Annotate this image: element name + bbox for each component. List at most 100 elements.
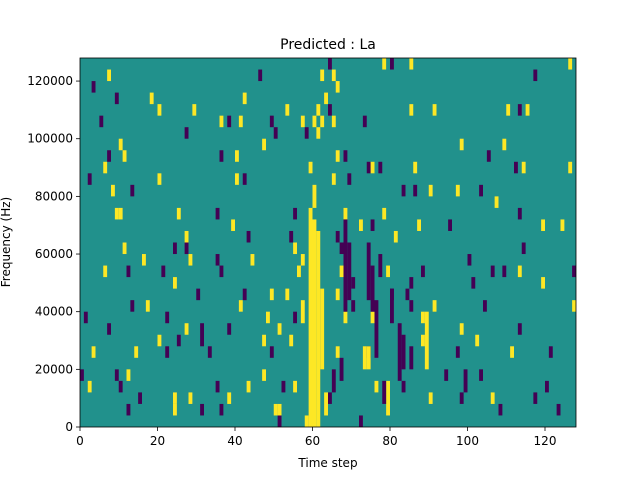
- heatmap-cell: [335, 150, 340, 162]
- heatmap-cell: [87, 380, 92, 393]
- heatmap-cell: [165, 311, 170, 324]
- heatmap-cell: [219, 115, 224, 128]
- heatmap-cell: [370, 219, 375, 231]
- heatmap-cell: [541, 219, 545, 231]
- x-tick-label: 40: [227, 434, 242, 448]
- x-tick-label: 100: [456, 434, 479, 448]
- heatmap-cell: [122, 150, 127, 162]
- heatmap-cell: [455, 184, 460, 197]
- heatmap-cell: [103, 265, 108, 278]
- heatmap-cell: [126, 265, 131, 278]
- heatmap-cell: [173, 403, 177, 416]
- heatmap-cell: [316, 127, 321, 139]
- heatmap-cell: [541, 277, 545, 289]
- heatmap-cell: [401, 184, 406, 197]
- plot-background: [80, 58, 576, 427]
- heatmap-cells: [80, 58, 576, 427]
- heatmap-cell: [390, 58, 394, 70]
- heatmap-cell-run: [339, 357, 344, 381]
- heatmap-cell: [517, 265, 522, 278]
- heatmap-cell: [142, 254, 146, 266]
- heatmap-cell: [219, 265, 224, 278]
- heatmap-cell-run: [401, 334, 406, 370]
- heatmap-cell: [366, 161, 371, 174]
- heatmap-cell: [293, 207, 297, 220]
- heatmap-cell-run: [397, 323, 402, 381]
- heatmap-cell: [339, 265, 344, 278]
- heatmap-cell: [393, 230, 398, 243]
- heatmap-cell: [80, 369, 84, 381]
- heatmap-cell: [173, 242, 177, 255]
- y-tick-label: 0: [65, 420, 73, 434]
- heatmap-cell: [568, 161, 573, 174]
- heatmap-cell: [273, 127, 278, 139]
- heatmap-cell: [188, 254, 193, 266]
- heatmap-cell: [483, 300, 487, 312]
- x-tick-label: 20: [150, 434, 165, 448]
- heatmap-cell: [316, 104, 321, 116]
- heatmap-cell: [339, 242, 344, 255]
- heatmap-cell: [91, 346, 96, 358]
- heatmap-cell: [502, 138, 507, 151]
- heatmap-cell-run: [343, 219, 348, 312]
- heatmap-cell: [498, 403, 503, 416]
- heatmap-cell-run: [312, 184, 317, 208]
- heatmap-cell: [215, 207, 220, 220]
- heatmap-cell: [157, 173, 162, 185]
- heatmap-cell: [386, 265, 390, 278]
- heatmap-cell: [238, 115, 243, 128]
- heatmap-cell: [126, 403, 131, 416]
- heatmap-cell: [192, 104, 197, 116]
- heatmap-cell-run: [366, 242, 371, 301]
- heatmap-cell: [545, 380, 549, 393]
- y-tick-label: 120000: [27, 74, 73, 88]
- heatmap-cell: [262, 138, 266, 151]
- heatmap-cell: [351, 277, 356, 289]
- heatmap-cell: [134, 346, 139, 358]
- heatmap-cell: [184, 242, 189, 255]
- heatmap-cell-run: [424, 311, 429, 370]
- heatmap-cell: [351, 300, 356, 312]
- heatmap-cell: [114, 207, 119, 220]
- heatmap-cell-run: [378, 254, 383, 278]
- heatmap-cell-run: [463, 369, 468, 393]
- heatmap-cell: [173, 277, 177, 289]
- heatmap-cell: [471, 277, 476, 289]
- heatmap-cell: [525, 104, 530, 116]
- heatmap-cell: [219, 150, 224, 162]
- heatmap-cell: [413, 161, 418, 174]
- heatmap-cell: [196, 288, 201, 301]
- heatmap-cell: [320, 115, 325, 128]
- heatmap-cell: [262, 334, 266, 347]
- heatmap-cell-run: [331, 369, 336, 393]
- heatmap-cell: [328, 58, 332, 70]
- heatmap-cell: [122, 242, 127, 255]
- heatmap-cell: [246, 380, 251, 393]
- heatmap-cell: [459, 392, 464, 404]
- heatmap-cell: [215, 254, 220, 266]
- heatmap-cell: [157, 104, 162, 116]
- heatmap-cell: [207, 346, 212, 358]
- heatmap-cell: [312, 115, 317, 128]
- heatmap-cell: [285, 104, 290, 116]
- heatmap-cell: [300, 254, 305, 266]
- heatmap-cell: [297, 265, 301, 278]
- y-tick-label: 100000: [27, 132, 73, 146]
- heatmap-cell: [200, 403, 204, 416]
- heatmap-cell: [130, 184, 135, 197]
- heatmap-cell: [428, 184, 433, 197]
- heatmap-cell-run: [409, 346, 414, 370]
- heatmap-cell: [262, 369, 266, 381]
- heatmap-cell: [409, 104, 414, 116]
- heatmap-cell: [281, 380, 286, 393]
- heatmap-cell: [269, 115, 274, 128]
- heatmap-cell: [277, 415, 282, 427]
- heatmap-cell: [111, 184, 115, 197]
- heatmap-cell: [227, 392, 232, 404]
- y-tick-label: 60000: [35, 247, 73, 261]
- heatmap-cell: [359, 219, 363, 231]
- heatmap-cell: [138, 392, 142, 404]
- heatmap-cell: [293, 380, 297, 393]
- heatmap-cell: [568, 58, 573, 70]
- heatmap-cell: [560, 219, 565, 231]
